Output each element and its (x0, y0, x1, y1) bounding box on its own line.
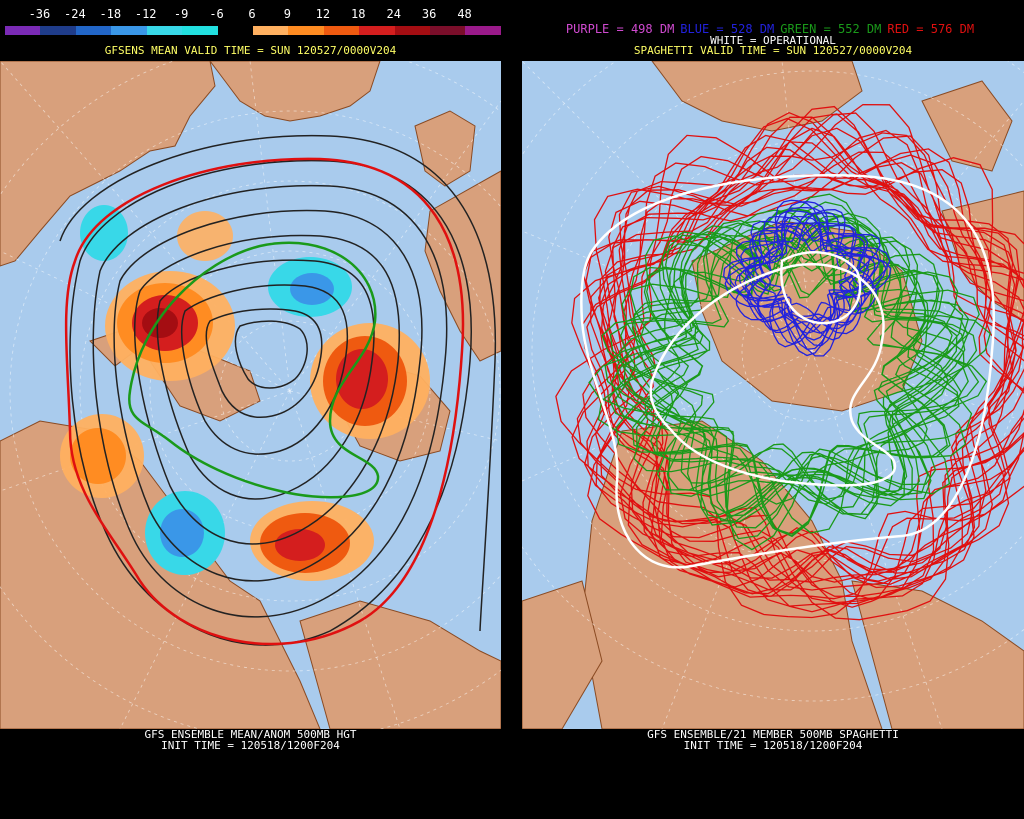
spaghetti-member-contour (599, 151, 1024, 583)
mean-init-time: INIT TIME = 120518/1200F204 (161, 739, 340, 752)
colorbar-segment (394, 26, 431, 35)
spaghetti-panel: PURPLE = 498 DM BLUE = 528 DM GREEN = 552 … (522, 0, 1024, 819)
spaghetti-init-time: INIT TIME = 120518/1200F204 (683, 739, 863, 752)
legend-entry: BLUE = 528 DM (680, 22, 775, 36)
mean-product-label: GFS ENSEMBLE MEAN/ANOM 500MB HGT (144, 728, 357, 741)
colorbar-segment (359, 26, 395, 35)
panel-divider (501, 0, 522, 819)
colorbar-segment (5, 26, 41, 35)
anomaly-colorbar (4, 25, 502, 36)
spaghetti-member-contour (585, 127, 1024, 582)
spaghetti-member-contour (555, 134, 1024, 619)
legend-entry: PURPLE = 498 DM (565, 22, 675, 36)
colorbar-tick-label: 6 (248, 7, 256, 21)
spaghetti-member-contour (738, 215, 876, 341)
spaghetti-member-contour (571, 154, 1024, 591)
ensemble-mean-panel: -36 -24 -18 -12 -9 -6 6 9 12 18 24 36 48 GFSENS MEAN… (0, 0, 502, 819)
colorbar-tick-label: -18 (99, 7, 122, 21)
spaghetti-member-contour (597, 193, 980, 551)
colorbar-tick-label: -12 (134, 7, 157, 21)
colorbar-tick-label: -9 (173, 7, 189, 21)
colorbar-tick-label: 9 (283, 7, 292, 21)
spaghetti-member-contour (723, 201, 892, 357)
colorbar-tick-label: -36 (28, 7, 51, 21)
spaghetti-valid-time-title: SPAGHETTI VALID TIME = SUN 120527/0000V2… (633, 44, 913, 57)
colorbar-tick-label: 18 (351, 7, 366, 21)
colorbar-segment (40, 26, 76, 35)
colorbar-tick-label: -6 (209, 7, 224, 21)
spaghetti-member-contour (736, 208, 877, 348)
spaghetti-member-contour (618, 234, 965, 499)
colorbar-segment (111, 26, 147, 35)
colorbar-tick-label: 36 (421, 7, 437, 21)
legend-entry: GREEN = 552 DM (780, 22, 882, 36)
legend-entry: RED = 576 DM (887, 22, 975, 36)
colorbar-tick-label: 24 (386, 7, 401, 21)
spaghetti-member-contour (582, 113, 1024, 589)
colorbar-segment (146, 26, 183, 35)
colorbar-segment (217, 26, 253, 35)
spaghetti-528dm-members (723, 199, 892, 357)
ensemble-mean-anomaly-map (0, 61, 501, 729)
colorbar-tick-label: 48 (457, 7, 472, 21)
colorbar-segment (288, 26, 324, 35)
mean-552dm-contour (127, 241, 380, 499)
colorbar-segment (75, 26, 112, 35)
mean-576dm-contour (64, 157, 465, 646)
spaghetti-member-contour (576, 148, 1024, 607)
spaghetti-member-contour (633, 235, 960, 505)
spaghetti-member-contour (740, 212, 874, 345)
spaghetti-member-contour (735, 220, 881, 335)
colorbar-segment (182, 26, 218, 35)
spaghetti-member-contour (623, 223, 958, 514)
colorbar-segment (252, 26, 289, 35)
spaghetti-product-label: GFS ENSEMBLE/21 MEMBER 500MB SPAGHETTI (647, 728, 899, 741)
mean-valid-time-title: GFSENS MEAN VALID TIME = SUN 120527/0000… (104, 44, 397, 57)
colorbar-tick-label: -24 (64, 7, 86, 21)
spaghetti-member-contour (599, 141, 1016, 579)
height-anomaly-shading (60, 205, 430, 581)
spaghetti-member-contour (618, 112, 1024, 608)
spaghetti-member-contour (627, 220, 953, 517)
contour-legend: PURPLE = 498 DM BLUE = 528 DM GREEN = 552 … (522, 22, 1024, 36)
colorbar-tick-labels: -36 -24 -18 -12 -9 -6 6 9 12 18 24 36 48 (0, 7, 501, 21)
spaghetti-member-contour (734, 210, 880, 347)
colorbar-segment (465, 26, 501, 35)
operational-run-contours (580, 174, 996, 569)
colorbar-segment (323, 26, 360, 35)
mean-height-contours (59, 134, 497, 646)
spaghetti-contour-map (522, 61, 1024, 729)
colorbar-tick-label: 12 (315, 7, 331, 21)
colorbar-segment (430, 26, 466, 35)
operational-label: WHITE = OPERATIONAL (710, 34, 836, 47)
